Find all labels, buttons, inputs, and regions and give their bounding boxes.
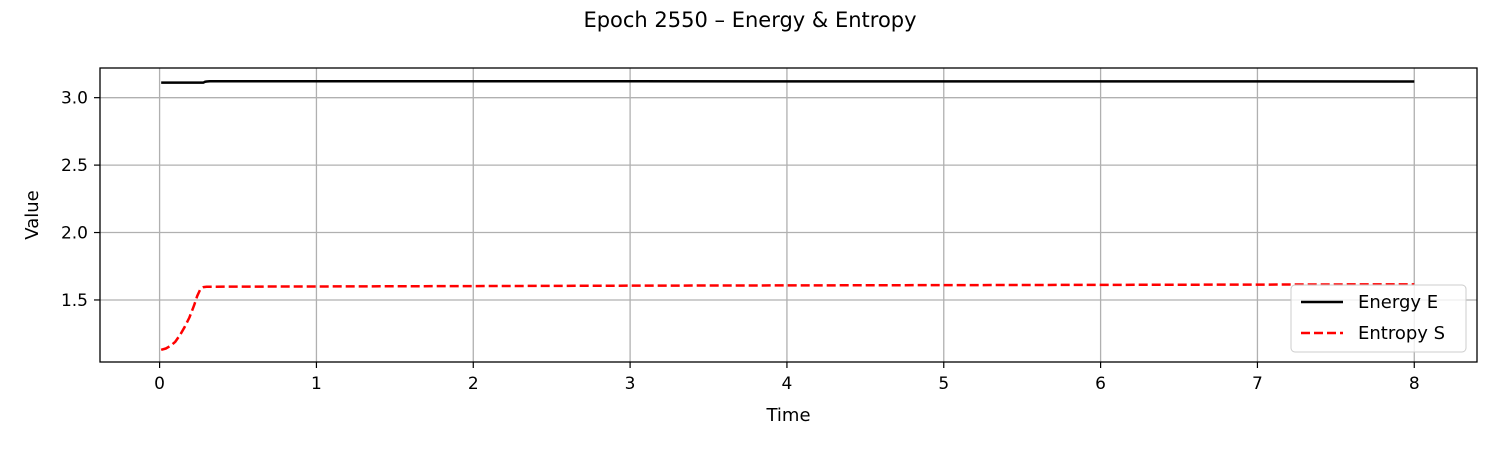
x-tick-label: 7 xyxy=(1252,374,1263,394)
x-tick-label: 0 xyxy=(154,374,165,394)
y-axis-ticks: 1.5 2.0 2.5 3.0 xyxy=(61,89,100,311)
legend-label: Entropy S xyxy=(1358,323,1445,344)
y-axis-label: Value xyxy=(22,190,43,239)
series-layer xyxy=(160,79,1415,352)
y-tick-label: 2.5 xyxy=(61,156,88,176)
series-line-entropy xyxy=(160,283,1415,352)
y-tick-label: 3.0 xyxy=(61,89,88,109)
grid-lines xyxy=(100,68,1477,362)
legend-label: Energy E xyxy=(1358,292,1438,313)
x-tick-label: 2 xyxy=(468,374,479,394)
x-tick-label: 5 xyxy=(938,374,949,394)
x-tick-label: 8 xyxy=(1409,374,1420,394)
chart-title: Epoch 2550 – Energy & Entropy xyxy=(583,8,916,32)
x-tick-label: 6 xyxy=(1095,374,1106,394)
y-tick-label: 2.0 xyxy=(61,224,88,244)
x-axis-label: Time xyxy=(765,405,810,426)
x-tick-label: 3 xyxy=(625,374,636,394)
plot-frame xyxy=(99,67,1478,363)
series-line-energy xyxy=(161,79,1415,84)
legend: Energy E Entropy S xyxy=(1290,284,1467,353)
x-tick-label: 1 xyxy=(311,374,322,394)
x-axis-ticks: 0 1 2 3 4 5 6 7 8 xyxy=(154,362,1420,394)
y-tick-label: 1.5 xyxy=(61,291,88,311)
x-tick-label: 4 xyxy=(782,374,793,394)
